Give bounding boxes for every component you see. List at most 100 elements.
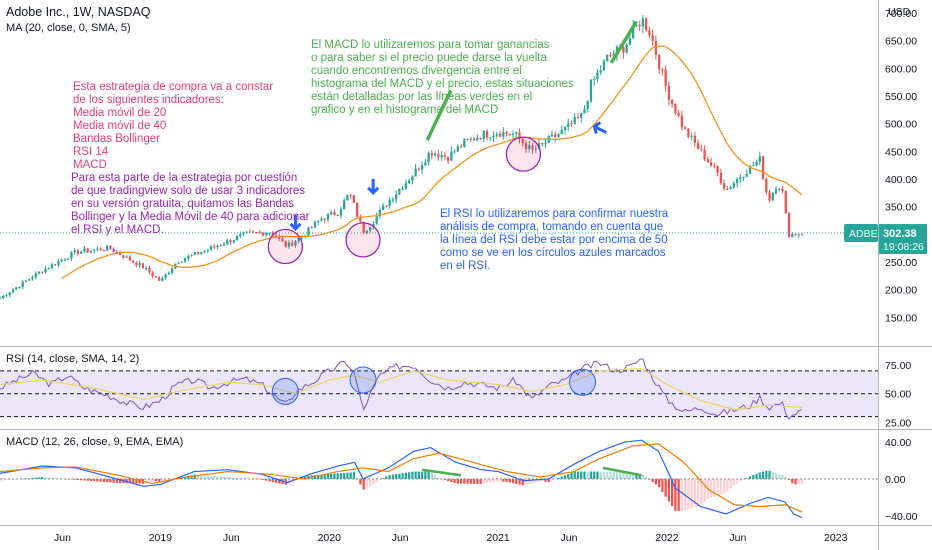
candle (365, 230, 369, 235)
candle-body (385, 205, 388, 207)
candle (726, 186, 729, 191)
candle-body (427, 152, 430, 163)
macd-histogram-bar (304, 476, 307, 479)
time-axis-label: 2023 (824, 532, 848, 544)
macd-histogram-bar (346, 472, 349, 479)
candle (232, 239, 235, 244)
candle (60, 258, 63, 263)
divergence-line (609, 20, 639, 64)
macd-histogram-bar (524, 478, 528, 485)
macd-histogram-bar (645, 477, 648, 479)
macd-histogram-bar (622, 471, 625, 479)
candle (2, 295, 5, 300)
candle-body (24, 280, 28, 282)
candle-body (161, 277, 164, 281)
macd-histogram-bar (716, 478, 719, 496)
candle (102, 248, 106, 252)
candle-body (235, 236, 239, 241)
candle-body (654, 41, 658, 55)
macd-histogram-bar (586, 471, 589, 479)
macd-histogram-bar (164, 478, 167, 481)
macd-histogram-bar (144, 478, 148, 483)
macd-histogram-bar (609, 471, 612, 479)
candle-body (791, 233, 794, 238)
candle-body (404, 183, 408, 189)
macd-histogram-bar (534, 478, 537, 483)
macd-histogram-bar (453, 478, 456, 484)
candle (576, 112, 580, 119)
candle (21, 280, 24, 290)
candle (200, 251, 203, 255)
candle-body (102, 250, 106, 252)
price-tick-label: 650.00 (885, 36, 917, 48)
candle (469, 137, 472, 143)
macd-histogram-bar (80, 478, 83, 481)
candle (580, 112, 583, 123)
candle-body (336, 215, 339, 217)
candle-body (554, 134, 557, 137)
macd-histogram-bar (612, 471, 615, 479)
macd-histogram-bar (774, 473, 778, 479)
macd-histogram-bar (365, 478, 369, 488)
candle (515, 131, 518, 139)
candle-body (310, 227, 313, 229)
candle (307, 226, 310, 238)
macd-histogram-bar (187, 475, 190, 479)
candle-body (294, 241, 297, 246)
candle-body (229, 240, 232, 243)
candle (96, 246, 99, 252)
candle (489, 136, 492, 141)
macd-histogram-bar (580, 471, 583, 479)
macd-tick-label: 0.00 (885, 474, 906, 486)
candle-body (352, 195, 356, 204)
macd-histogram-bar (709, 478, 713, 498)
candle (128, 254, 132, 261)
macd-histogram-bar (450, 478, 453, 483)
divergence-line (425, 89, 453, 142)
price-tick-label: 400.00 (885, 174, 917, 186)
candle-body (284, 241, 287, 247)
candle (80, 250, 83, 255)
candle (437, 149, 440, 161)
macd-histogram-bar (703, 478, 706, 502)
candle-body (735, 179, 739, 184)
candle-body (606, 55, 609, 61)
macd-histogram-bar (651, 478, 654, 483)
candle-body (498, 134, 502, 137)
candle-body (339, 209, 343, 216)
symbol-title: Adobe Inc., 1W, NASDAQ (6, 5, 151, 19)
candle-body (369, 227, 372, 231)
candle (99, 247, 102, 251)
macd-histogram-bar (794, 478, 797, 485)
macd-histogram-bar (502, 478, 505, 482)
candle (382, 202, 385, 211)
candle-body (278, 237, 281, 239)
candle (291, 239, 294, 247)
candle (229, 238, 232, 246)
macd-histogram-bar (729, 478, 732, 489)
buy-arrow-icon (592, 121, 608, 134)
candle-body (395, 194, 398, 200)
macd-divergence-line (421, 468, 462, 477)
macd-histogram-bar (700, 478, 703, 505)
candle-body (28, 279, 31, 281)
candle (86, 247, 89, 254)
candle-body (726, 188, 729, 190)
candle (787, 211, 791, 238)
macd-histogram-bar (463, 478, 466, 484)
candle (609, 52, 612, 58)
macd-histogram-bar (274, 478, 278, 483)
candle (287, 239, 291, 249)
candle-body (372, 223, 375, 228)
candle-body (557, 133, 560, 137)
candle-body (424, 162, 427, 166)
macd-histogram-bar (154, 478, 157, 482)
macd-histogram-bar (771, 471, 774, 479)
candle (216, 244, 219, 250)
macd-histogram-bar (433, 475, 437, 479)
candle-body (550, 134, 554, 137)
candle (284, 240, 287, 248)
candle-body (388, 199, 391, 207)
macd-histogram-bar (93, 478, 96, 482)
